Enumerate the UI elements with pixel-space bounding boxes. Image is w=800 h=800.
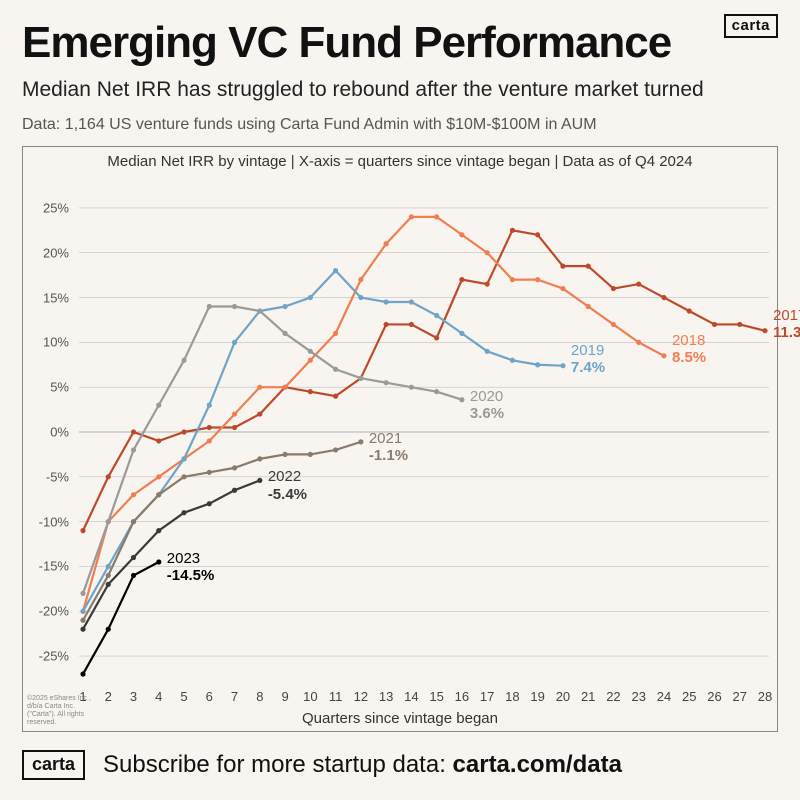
x-tick-label: 9 (281, 689, 288, 704)
page-title: Emerging VC Fund Performance (22, 20, 671, 66)
y-tick-label: 5% (50, 380, 69, 395)
x-tick-label: 14 (404, 689, 418, 704)
x-tick-label: 23 (631, 689, 645, 704)
footer: carta Subscribe for more startup data: c… (22, 750, 778, 780)
x-tick-label: 25 (682, 689, 696, 704)
x-tick-label: 19 (530, 689, 544, 704)
series-line-2019 (83, 271, 563, 612)
x-tick-label: 27 (733, 689, 747, 704)
x-tick-label: 17 (480, 689, 494, 704)
y-axis-labels: -25% -20% -15% -10% -5% 0% 5% 10% 15% 20% 25% (23, 177, 75, 687)
series-label-2018: 20188.5% (672, 332, 706, 367)
footer-cta: Subscribe for more startup data: carta.c… (103, 751, 622, 779)
y-tick-label: 25% (43, 200, 69, 215)
x-tick-label: 18 (505, 689, 519, 704)
x-tick-label: 8 (256, 689, 263, 704)
x-tick-label: 11 (329, 689, 343, 704)
chart-svg (79, 177, 769, 687)
y-tick-label: 20% (43, 245, 69, 260)
chart-container: Median Net IRR by vintage | X-axis = qua… (22, 146, 778, 732)
chart-caption: Median Net IRR by vintage | X-axis = qua… (23, 153, 777, 170)
x-axis-title: Quarters since vintage began (23, 710, 777, 727)
x-axis-labels: 1234567891011121314151617181920212223242… (79, 689, 769, 707)
x-tick-label: 20 (556, 689, 570, 704)
x-tick-label: 28 (758, 689, 772, 704)
x-tick-label: 2 (105, 689, 112, 704)
x-tick-label: 13 (379, 689, 393, 704)
y-tick-label: -5% (46, 469, 69, 484)
x-tick-label: 21 (581, 689, 595, 704)
x-tick-label: 24 (657, 689, 671, 704)
y-tick-label: -15% (39, 559, 69, 574)
x-tick-label: 6 (206, 689, 213, 704)
series-line-2017 (83, 230, 765, 530)
x-tick-label: 12 (354, 689, 368, 704)
y-tick-label: -25% (39, 649, 69, 664)
chart-plot-area: 201711.3%20188.5%20197.4%20203.6%2021-1.… (79, 177, 769, 687)
y-tick-label: 10% (43, 335, 69, 350)
series-label-2023: 2023-14.5% (167, 550, 215, 585)
x-tick-label: 22 (606, 689, 620, 704)
x-tick-label: 10 (303, 689, 317, 704)
x-tick-label: 4 (155, 689, 162, 704)
x-tick-label: 16 (455, 689, 469, 704)
y-tick-label: 15% (43, 290, 69, 305)
x-tick-label: 15 (429, 689, 443, 704)
series-label-2021: 2021-1.1% (369, 430, 408, 465)
series-label-2022: 2022-5.4% (268, 468, 307, 503)
x-tick-label: 7 (231, 689, 238, 704)
footer-text: Subscribe for more startup data: (103, 751, 453, 778)
series-label-2019: 20197.4% (571, 342, 605, 377)
page: carta Emerging VC Fund Performance Media… (0, 0, 800, 800)
series-label-2017: 201711.3% (773, 307, 800, 342)
brand-logo-top: carta (724, 14, 778, 38)
y-tick-label: 0% (50, 425, 69, 440)
data-note: Data: 1,164 US venture funds using Carta… (22, 116, 597, 134)
series-line-2023 (83, 562, 159, 674)
x-tick-label: 5 (180, 689, 187, 704)
copyright-text: ©2025 eShares Inc., d/b/a Carta Inc. ("C… (27, 695, 97, 727)
footer-url[interactable]: carta.com/data (453, 751, 622, 778)
x-tick-label: 3 (130, 689, 137, 704)
y-tick-label: -20% (39, 604, 69, 619)
x-tick-label: 26 (707, 689, 721, 704)
page-subtitle: Median Net IRR has struggled to rebound … (22, 78, 704, 102)
y-tick-label: -10% (39, 514, 69, 529)
series-label-2020: 20203.6% (470, 388, 504, 423)
brand-logo-bottom: carta (22, 750, 85, 780)
